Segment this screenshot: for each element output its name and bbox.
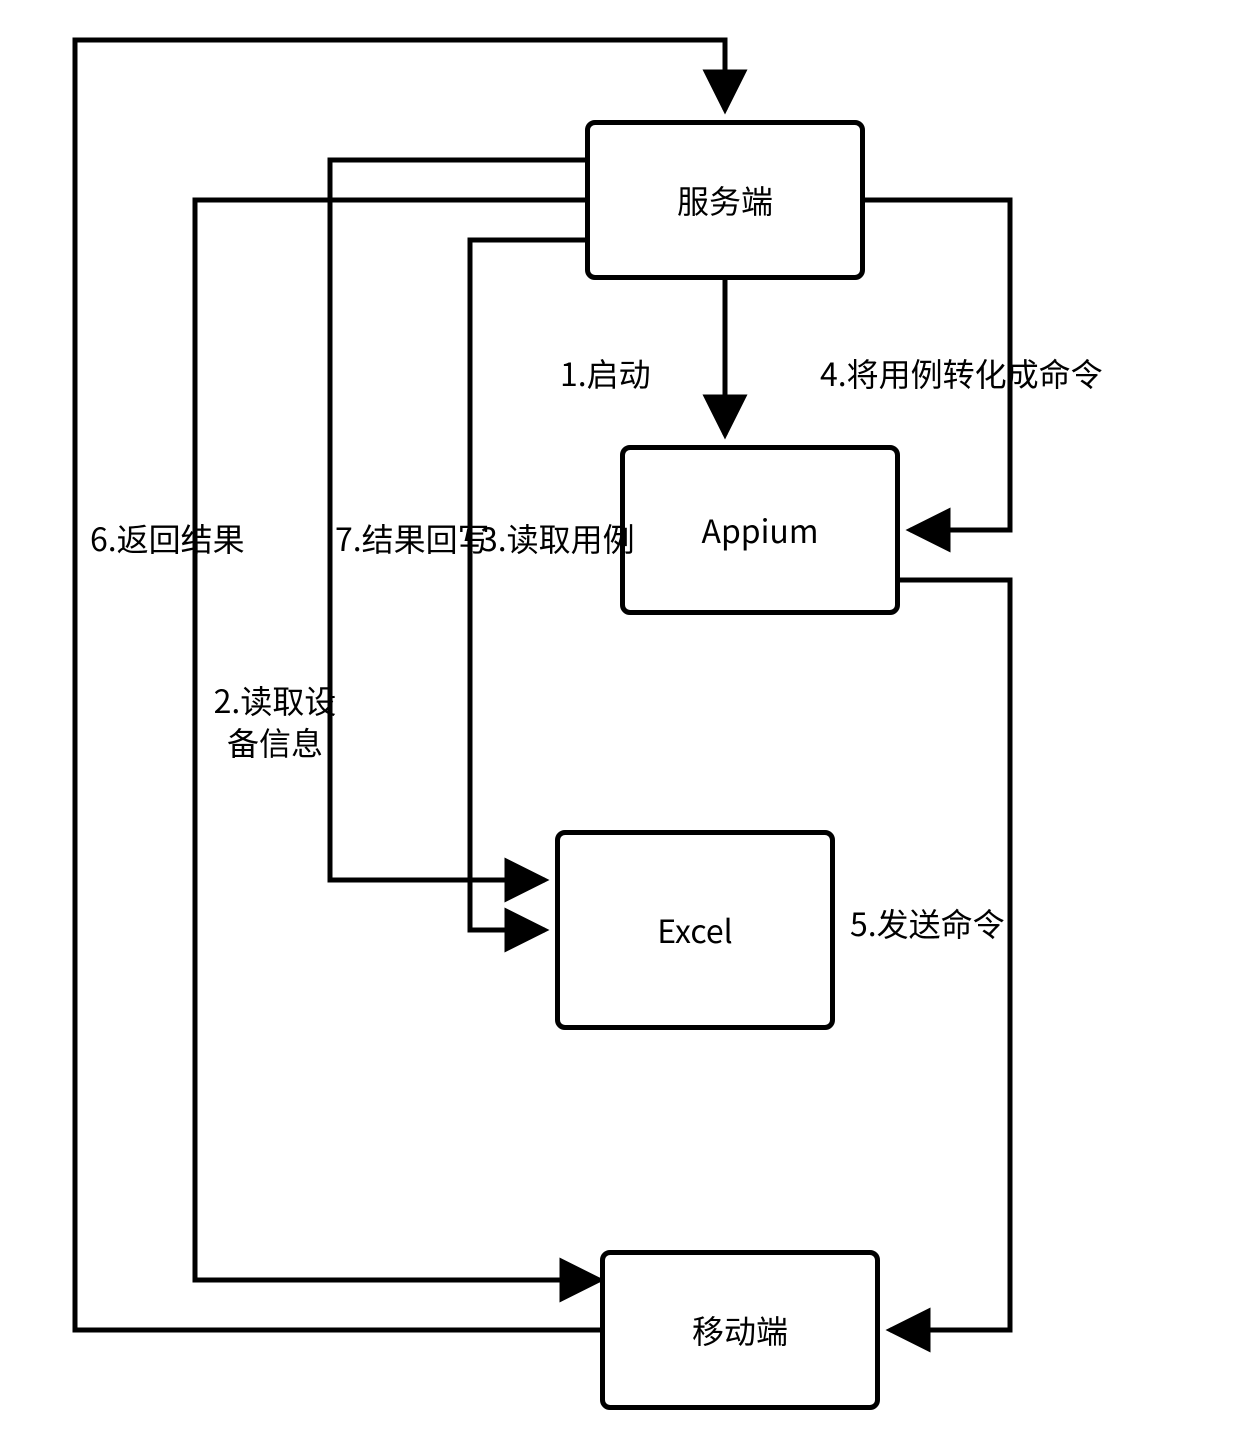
edge-label-3-text: 3.读取用例 — [480, 515, 635, 561]
node-appium-label: Appium — [702, 507, 819, 553]
node-excel-label: Excel — [657, 907, 732, 953]
edge-label-2-text: 2.读取设备信息 — [214, 677, 337, 765]
edge-label-1: 1.启动 — [560, 350, 651, 396]
edge-3-read-case — [470, 240, 585, 930]
node-server: 服务端 — [585, 120, 865, 280]
edge-label-5-text: 5.发送命令 — [850, 900, 1005, 946]
node-server-label: 服务端 — [677, 177, 773, 223]
edge-label-3: 3.读取用例 — [480, 515, 635, 561]
node-mobile-label: 移动端 — [692, 1307, 788, 1353]
edge-label-4-text: 4.将用例转化成命令 — [820, 350, 1103, 396]
edge-label-2: 2.读取设备信息 — [205, 680, 345, 763]
node-excel: Excel — [555, 830, 835, 1030]
node-mobile: 移动端 — [600, 1250, 880, 1410]
edge-label-7-text: 7.结果回写 — [335, 515, 490, 561]
edge-label-6: 6.返回结果 — [90, 515, 245, 561]
edge-label-5: 5.发送命令 — [850, 900, 1005, 946]
edge-label-4: 4.将用例转化成命令 — [820, 350, 1103, 396]
node-appium: Appium — [620, 445, 900, 615]
edge-label-7: 7.结果回写 — [335, 515, 490, 561]
edge-5-send-command — [890, 580, 1010, 1330]
edge-label-6-text: 6.返回结果 — [90, 515, 245, 561]
edge-label-1-text: 1.启动 — [560, 350, 651, 396]
